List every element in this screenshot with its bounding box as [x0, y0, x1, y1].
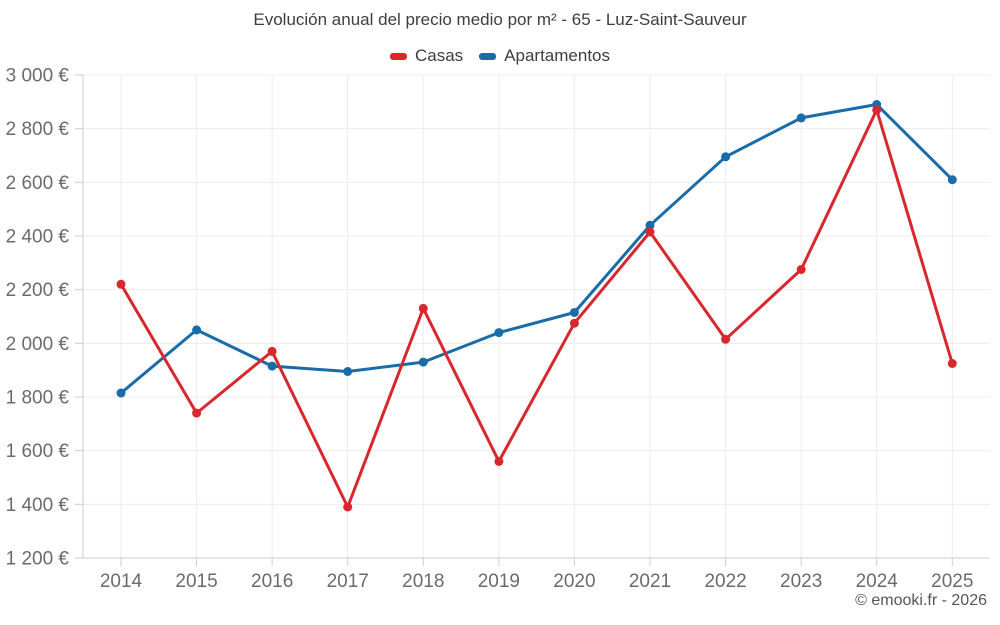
- point-casas-2015[interactable]: [192, 408, 202, 418]
- point-casas-2023[interactable]: [796, 265, 806, 274]
- series-line-casas: [119, 108, 954, 509]
- point-casas-2024[interactable]: [872, 105, 882, 115]
- legend-item-apartamentos[interactable]: Apartamentos: [479, 46, 610, 66]
- point-casas-2025[interactable]: [947, 359, 957, 368]
- y-axis-label: 2 200 €: [6, 280, 70, 301]
- point-casas-2020[interactable]: [569, 318, 579, 328]
- point-casas-2016[interactable]: [267, 346, 277, 356]
- x-axis-label: 2025: [931, 571, 973, 592]
- x-axis-label: 2023: [780, 571, 822, 592]
- x-axis-label: 2016: [251, 571, 293, 592]
- x-axis-label: 2018: [402, 571, 444, 592]
- point-casas-2017[interactable]: [343, 502, 353, 512]
- y-axis-label: 2 800 €: [6, 119, 70, 140]
- y-axis-label: 2 600 €: [6, 173, 70, 194]
- x-axis-label: 2024: [856, 571, 899, 592]
- point-apartamentos-2015[interactable]: [192, 325, 202, 335]
- casas-legend-swatch: [389, 52, 407, 60]
- point-apartamentos-2014[interactable]: [116, 388, 126, 398]
- point-casas-2021[interactable]: [645, 227, 655, 237]
- point-apartamentos-2018[interactable]: [418, 357, 428, 367]
- legend-item-casas[interactable]: Casas: [389, 46, 464, 66]
- point-apartamentos-2025[interactable]: [947, 175, 957, 185]
- point-casas-2014[interactable]: [116, 279, 126, 289]
- y-axis-label: 2 000 €: [6, 334, 70, 355]
- point-apartamentos-2021[interactable]: [645, 220, 655, 230]
- chart-title: Evolución anual del precio medio por m² …: [253, 10, 747, 29]
- point-casas-2019[interactable]: [494, 456, 504, 466]
- chart-legend: Casas Apartamentos: [0, 46, 1000, 66]
- casas-legend-label: Casas: [414, 46, 464, 65]
- x-axis-label: 2017: [327, 571, 369, 592]
- point-casas-2022[interactable]: [721, 334, 731, 344]
- point-apartamentos-2019[interactable]: [494, 328, 504, 338]
- x-axis-label: 2019: [478, 571, 520, 592]
- apartamentos-legend-label: Apartamentos: [504, 46, 611, 65]
- point-apartamentos-2016[interactable]: [267, 361, 277, 371]
- x-axis-label: 2014: [100, 571, 143, 592]
- point-apartamentos-2017[interactable]: [343, 367, 353, 376]
- x-axis-label: 2020: [553, 571, 595, 592]
- y-axis-label: 1 400 €: [6, 495, 70, 516]
- point-casas-2018[interactable]: [418, 303, 428, 313]
- point-apartamentos-2020[interactable]: [569, 308, 579, 317]
- apartamentos-legend-swatch: [479, 52, 497, 60]
- y-axis-label: 1 800 €: [6, 388, 70, 409]
- copyright-watermark: © emooki.fr - 2026: [855, 592, 987, 609]
- x-axis-label: 2015: [175, 571, 217, 592]
- y-axis-label: 3 000 €: [6, 66, 70, 87]
- y-axis-label: 1 200 €: [6, 549, 70, 570]
- y-axis-label: 2 400 €: [6, 227, 70, 248]
- x-axis-label: 2022: [704, 571, 746, 592]
- x-axis-label: 2021: [629, 571, 671, 592]
- y-axis-label: 1 600 €: [6, 441, 70, 462]
- point-apartamentos-2022[interactable]: [721, 152, 731, 162]
- series-line-apartamentos: [119, 103, 954, 395]
- point-apartamentos-2023[interactable]: [796, 113, 806, 123]
